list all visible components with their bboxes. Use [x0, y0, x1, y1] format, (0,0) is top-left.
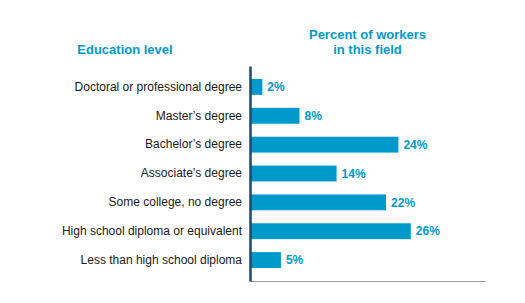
right-header: Percent of workersin this field: [309, 27, 426, 57]
bars: [250, 79, 411, 268]
data-label: 8%: [304, 109, 322, 123]
bar: [250, 79, 262, 95]
y-tick: High school diploma or equivalent: [62, 224, 243, 238]
x-axis: [251, 281, 486, 282]
y-tick-label: High school diploma or equivalent: [62, 224, 243, 238]
y-tick: Doctoral or professional degree: [75, 80, 243, 94]
left-header: Education level: [77, 42, 172, 57]
bar: [250, 166, 337, 182]
chart: Doctoral or professional degree Master’s …: [0, 0, 525, 303]
bar: [250, 194, 386, 210]
y-tick: Some college, no degree: [109, 195, 243, 209]
data-labels: 5% 26%22% 14% 24% 8% 2%: [267, 80, 440, 267]
plot: Doctoral or professional degree Master’s …: [62, 67, 486, 282]
data-label: 14%: [342, 167, 366, 181]
bar: [250, 108, 299, 124]
y-axis-line: [249, 67, 252, 282]
bar: [250, 137, 398, 153]
bar: [250, 252, 281, 268]
y-tick: Associate’s degree: [141, 166, 243, 180]
y-tick-label: Associate’s degree: [141, 166, 243, 180]
data-label: 22%: [391, 196, 415, 210]
y-tick: Less than high school diploma: [81, 253, 243, 267]
data-label: 26%: [416, 224, 440, 238]
y-tick-label: Less than high school diploma: [81, 253, 243, 267]
y-tick: Bachelor’s degree: [145, 137, 242, 151]
y-tick-label: Master’s degree: [156, 109, 243, 123]
y-tick-label: Bachelor’s degree: [145, 137, 242, 151]
y-axis: Doctoral or professional degree Master’s …: [62, 67, 251, 282]
x-axis-line: [251, 281, 486, 282]
y-tick-label: Some college, no degree: [109, 195, 243, 209]
data-label: 5%: [286, 253, 304, 267]
data-label: 2%: [267, 80, 285, 94]
bar: [250, 223, 411, 239]
data-label: 24%: [403, 138, 427, 152]
y-tick: Master’s degree: [156, 109, 243, 123]
y-tick-label: Doctoral or professional degree: [75, 80, 243, 94]
